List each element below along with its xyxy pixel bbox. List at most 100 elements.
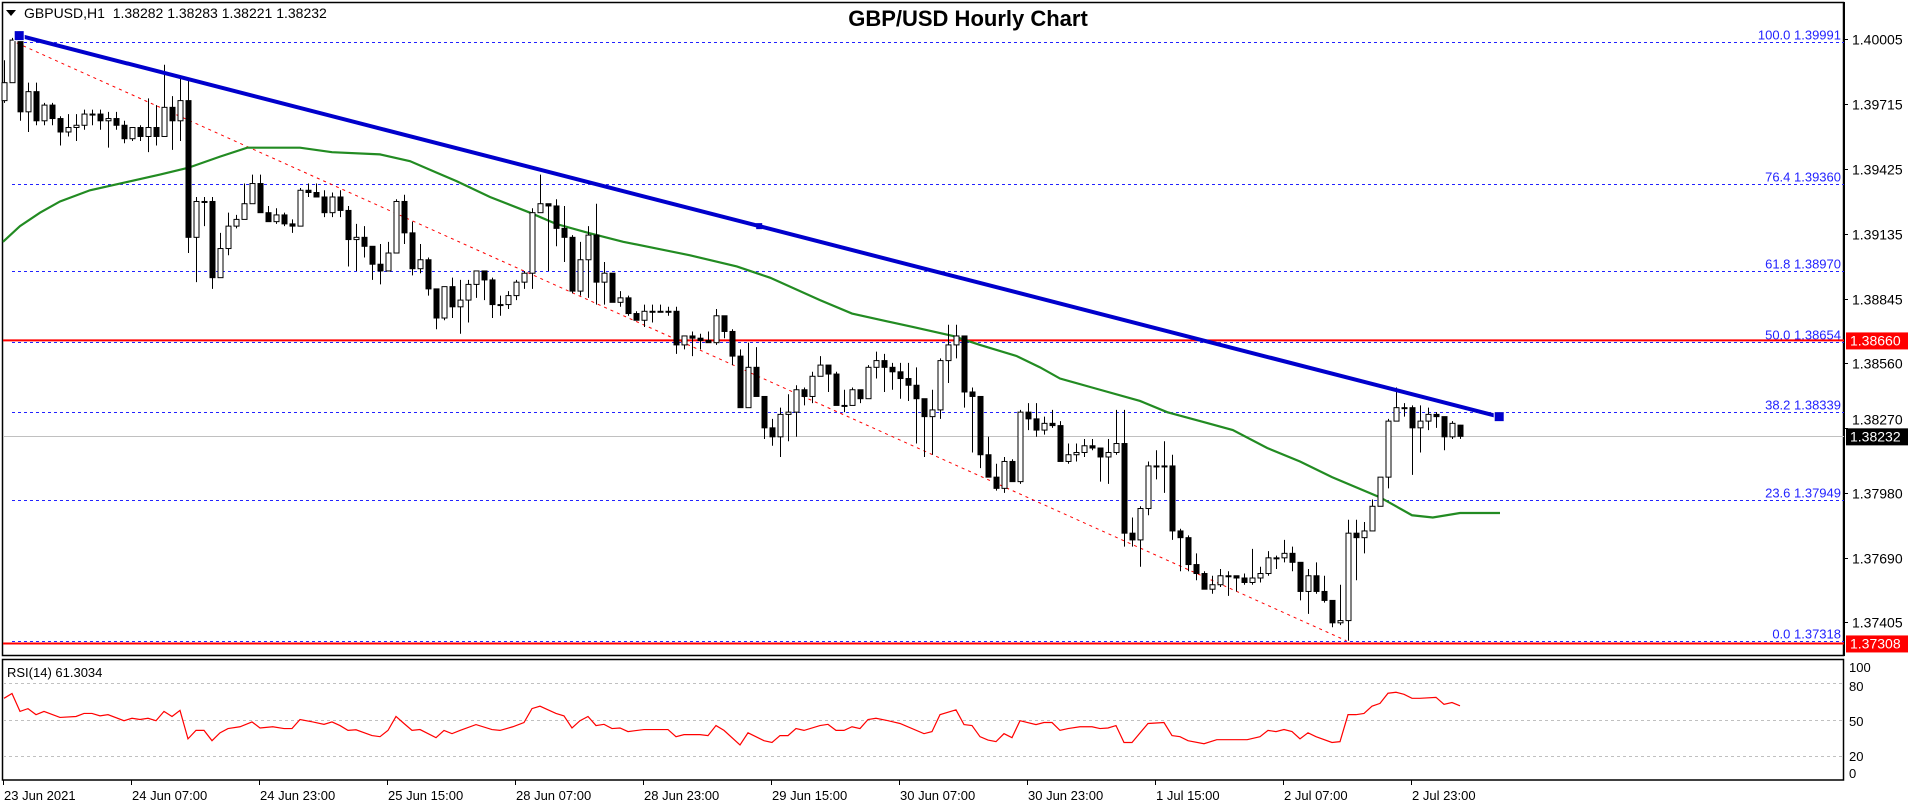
candle-body-bull [65, 127, 72, 133]
candle [1321, 575, 1328, 603]
candle [1081, 439, 1088, 457]
level-price-tag: 1.38660 [1850, 332, 1901, 348]
candle [361, 226, 368, 258]
price-tick-label: 1.37980 [1852, 486, 1903, 502]
candle [441, 286, 448, 321]
candle-body-bull [297, 189, 304, 227]
candle-body-bear [1097, 447, 1104, 458]
candle-body-bull [1305, 575, 1312, 592]
candle-body-bull [1417, 420, 1424, 429]
candle [329, 192, 336, 218]
candle [489, 277, 496, 319]
candle [713, 309, 720, 345]
candle-body-bear [1353, 532, 1360, 539]
candle [353, 223, 360, 271]
candle-body-bull [217, 248, 224, 279]
rsi-tick-label: 100 [1849, 660, 1871, 675]
candle-body-bull [1385, 420, 1392, 478]
candle-body-bear [721, 315, 728, 332]
candle-body-bear [801, 389, 808, 397]
candle [1305, 569, 1312, 614]
candle-body-bull [465, 283, 472, 301]
candle-body-bear [257, 183, 264, 214]
candle [1217, 569, 1224, 587]
rsi-tick-label: 50 [1849, 714, 1863, 729]
candle-body-bull [1153, 465, 1160, 468]
candle-body-bull [1393, 407, 1400, 422]
candle [97, 109, 104, 130]
candle-body-bear [409, 232, 416, 270]
candle-body-bull [681, 335, 688, 346]
candle-body-bull [1273, 557, 1280, 560]
candle [1377, 476, 1384, 507]
trendline-handle[interactable] [1493, 411, 1505, 423]
candle [1033, 403, 1040, 437]
candle [17, 39, 24, 121]
candle-body-bear [137, 127, 144, 137]
candle [785, 394, 792, 442]
candle [465, 279, 472, 323]
candle [201, 196, 208, 227]
candle-body-bull [441, 286, 448, 319]
candle-body-bear [625, 297, 632, 315]
candle [457, 279, 464, 334]
candle [1121, 409, 1128, 547]
candle-body-bear [1313, 575, 1320, 592]
candle [817, 356, 824, 377]
candle [1233, 575, 1240, 592]
candle-body-bear [553, 205, 560, 229]
candle [977, 395, 984, 469]
candle-body-bull [505, 295, 512, 306]
candle-body-bear [313, 192, 320, 198]
candle-body-bear [321, 196, 328, 214]
trendline-handle[interactable] [13, 30, 25, 42]
candle-body-bull [1265, 557, 1272, 575]
fib-level-label: 23.6 1.37949 [1765, 486, 1841, 501]
candle [481, 270, 488, 301]
dropdown-triangle-icon[interactable] [6, 10, 16, 16]
candle-body-bull [129, 127, 136, 140]
candle-body-bull [1257, 573, 1264, 579]
candle-body-bull [1081, 445, 1088, 453]
rsi-plot[interactable] [3, 683, 1844, 757]
candle-body-bear [609, 272, 616, 303]
candle-body-bear [1025, 411, 1032, 420]
candle-body-bull [817, 364, 824, 377]
channel-line[interactable] [10, 39, 1347, 642]
candle [681, 335, 688, 350]
candle [1177, 528, 1184, 572]
candle-body-bear [1057, 425, 1064, 462]
candle [833, 371, 840, 406]
candle [913, 367, 920, 444]
fib-level-label: 0.0 1.37318 [1772, 627, 1841, 642]
rsi-line [3, 691, 1461, 746]
trendline-handle[interactable] [756, 223, 763, 230]
candle [897, 362, 904, 399]
candle [1049, 409, 1056, 428]
candle [953, 324, 960, 359]
candle-body-bear [1441, 416, 1448, 438]
axes: 1.40005 1.39715 1.39425 1.39135 1.38845 1.385… [3, 2, 1908, 803]
candle [449, 277, 456, 319]
candle [33, 82, 40, 126]
price-tick-label: 1.37405 [1852, 615, 1903, 631]
candle-body-bear [857, 389, 864, 400]
candle-body-bull [1001, 460, 1008, 489]
candle-body-bear [337, 196, 344, 211]
candle [1385, 418, 1392, 489]
candle [889, 362, 896, 390]
candle [1257, 566, 1264, 583]
level-price-tag-box [1846, 332, 1908, 350]
candle [1137, 506, 1144, 567]
candle-body-bull [417, 259, 424, 270]
candle [841, 389, 848, 413]
candle [625, 295, 632, 316]
candle-body-bull [1217, 575, 1224, 586]
candle-body-bull [577, 259, 584, 292]
time-tick-label: 28 Jun 23:00 [644, 788, 719, 803]
chart-title: GBP/USD Hourly Chart [848, 6, 1088, 31]
main-plot[interactable]: 100.0 1.39991 76.4 1.39360 61.8 1.38970 50.… [1, 28, 1844, 645]
candle [537, 174, 544, 214]
candle [513, 279, 520, 301]
candle [993, 463, 1000, 491]
